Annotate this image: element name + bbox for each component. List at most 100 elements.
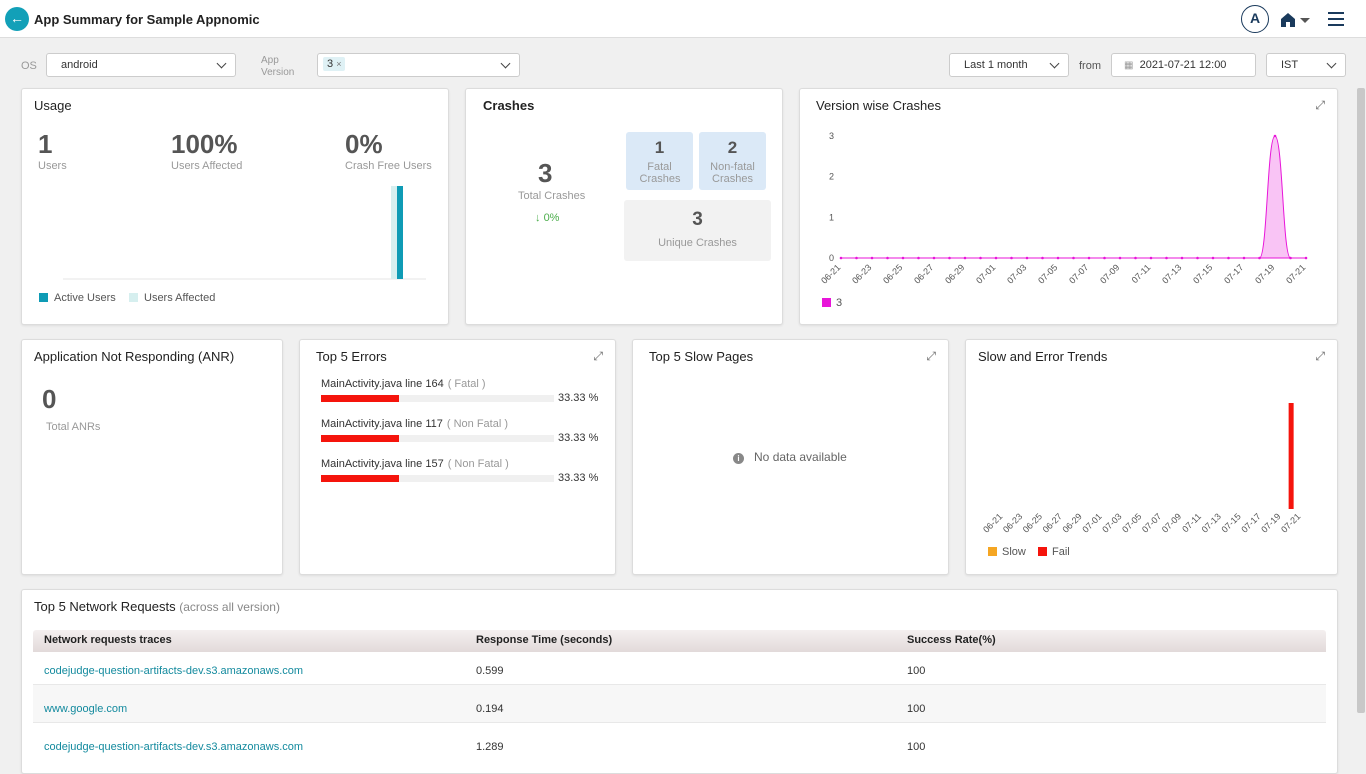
hamburger-menu[interactable] <box>1328 11 1346 27</box>
x-tick-label: 07-09 <box>1098 262 1121 285</box>
from-label: from <box>1079 60 1101 72</box>
expand[interactable]: ⤢ <box>926 349 936 363</box>
card-title: Top 5 Network Requests (across all versi… <box>34 599 280 614</box>
bar <box>1288 403 1294 509</box>
range-select[interactable]: Last 1 month <box>949 53 1069 77</box>
legend-swatch <box>39 293 48 302</box>
x-tick-label: 06-27 <box>1041 511 1064 534</box>
total-crashes: 3 <box>538 158 553 188</box>
change: ↓ 0% <box>535 212 560 224</box>
point <box>1258 256 1261 260</box>
version-card: Version wise Crashes ⤢ 0 1 2 3 06-21 06-23 06-… <box>799 88 1338 325</box>
network-card: Top 5 Network Requests (across all versi… <box>21 589 1338 774</box>
trace-link: www.google.com <box>44 703 128 715</box>
fatal-value: 1 <box>654 138 665 157</box>
card-title: Version wise Crashes <box>816 98 941 113</box>
scrollbar[interactable] <box>1357 88 1365 713</box>
point <box>1289 256 1292 260</box>
trace-link: codejudge-question-artifacts-dev.s3.amaz… <box>44 665 304 677</box>
x-tick-label: 07-01 <box>1080 511 1103 534</box>
bar-track <box>321 395 554 402</box>
point <box>1087 256 1091 260</box>
avatar[interactable]: A <box>1241 5 1269 33</box>
cell: 100 <box>907 665 926 677</box>
x-tick-label: 07-11 <box>1180 511 1203 534</box>
anr-label: Total ANRs <box>46 421 101 433</box>
row-divider <box>33 722 1326 723</box>
fatal-tile: 1 Fatal Crashes <box>626 132 693 190</box>
timezone-value: IST <box>1281 59 1299 71</box>
error-name: MainActivity.java line 117 <box>321 418 443 430</box>
error-kind: ( Fatal ) <box>447 378 486 390</box>
stat-value: 1 <box>38 129 53 159</box>
legend-swatch <box>822 298 831 307</box>
x-tick-label: 07-17 <box>1239 511 1262 534</box>
header: ← App Summary for Sample Appnomic A <box>0 0 1366 38</box>
point <box>1242 256 1246 260</box>
error-name: MainActivity.java line 157 <box>321 458 444 470</box>
usage-chart: Active Users Users Affected <box>39 186 426 304</box>
expand[interactable]: ⤢ <box>593 349 603 363</box>
fatal-label: Fatal Crashes <box>639 161 681 185</box>
point <box>1118 256 1122 260</box>
x-tick-label: 07-03 <box>1005 262 1028 285</box>
from-value: 2021-07-21 12:00 <box>1139 59 1227 71</box>
point <box>1025 256 1029 260</box>
version-select[interactable]: 3 × <box>317 53 520 77</box>
point <box>1010 256 1013 260</box>
os-label: OS <box>21 60 37 72</box>
point <box>870 256 874 260</box>
point <box>1103 256 1106 260</box>
row-bg <box>33 685 1326 723</box>
error-name: MainActivity.java line 164 <box>321 378 444 390</box>
point <box>1227 256 1230 260</box>
x-tick-label: 06-25 <box>1021 511 1044 534</box>
bar <box>391 186 397 279</box>
os-select[interactable]: android <box>46 53 236 77</box>
home-menu[interactable] <box>1279 11 1313 29</box>
unique-tile: 3 Unique Crashes <box>624 200 771 261</box>
stat-label: Crash Free Users <box>345 160 432 172</box>
point <box>1304 256 1308 260</box>
version-chart: 0 1 2 3 06-21 06-23 06-25 06-27 06-29 07-01 07-03 0… <box>819 131 1308 309</box>
legend-label: Users Affected <box>144 292 215 304</box>
range-value: Last 1 month <box>964 59 1028 71</box>
back-button[interactable]: ← <box>5 7 29 31</box>
bar <box>321 435 399 442</box>
cell: 1.289 <box>476 741 504 753</box>
x-tick-label: 06-29 <box>1061 511 1084 534</box>
error-kind: ( Non Fatal ) <box>446 418 509 430</box>
stat-value: 100% <box>171 129 238 159</box>
x-tick-label: 06-25 <box>881 262 904 285</box>
x-tick-label: 07-05 <box>1120 511 1143 534</box>
timezone-select[interactable]: IST <box>1266 53 1346 77</box>
legend-swatch <box>1038 547 1047 556</box>
y-tick-label: 1 <box>829 212 834 222</box>
x-tick-label: 07-09 <box>1160 511 1183 534</box>
x-tick-label: 06-21 <box>981 511 1004 534</box>
card-title: Top 5 Errors <box>316 349 387 364</box>
point <box>1149 256 1153 260</box>
legend-label: Slow <box>1002 546 1026 558</box>
value-label: 33.33 % <box>558 392 599 404</box>
row-divider <box>33 684 1326 685</box>
cell: 0.194 <box>476 703 504 715</box>
expand[interactable]: ⤢ <box>1315 349 1325 363</box>
legend-label: 3 <box>836 297 842 309</box>
from-date[interactable]: ▦ 2021-07-21 12:00 <box>1111 53 1256 77</box>
expand[interactable]: ⤢ <box>1315 98 1325 112</box>
point <box>1134 256 1137 260</box>
card-title: Usage <box>34 98 72 113</box>
column-header: Network requests traces <box>44 634 172 646</box>
nonfatal-value: 2 <box>727 138 738 157</box>
bar <box>397 186 403 279</box>
bar <box>321 395 399 402</box>
point <box>963 256 967 260</box>
point <box>948 256 951 260</box>
x-tick-label: 06-29 <box>943 262 966 285</box>
subtitle: (across all version) <box>179 600 280 614</box>
chip-remove[interactable]: × <box>336 59 342 69</box>
unique-value: 3 <box>692 209 703 230</box>
x-tick-label: 06-23 <box>1001 511 1024 534</box>
version-label: App Version <box>261 55 295 78</box>
